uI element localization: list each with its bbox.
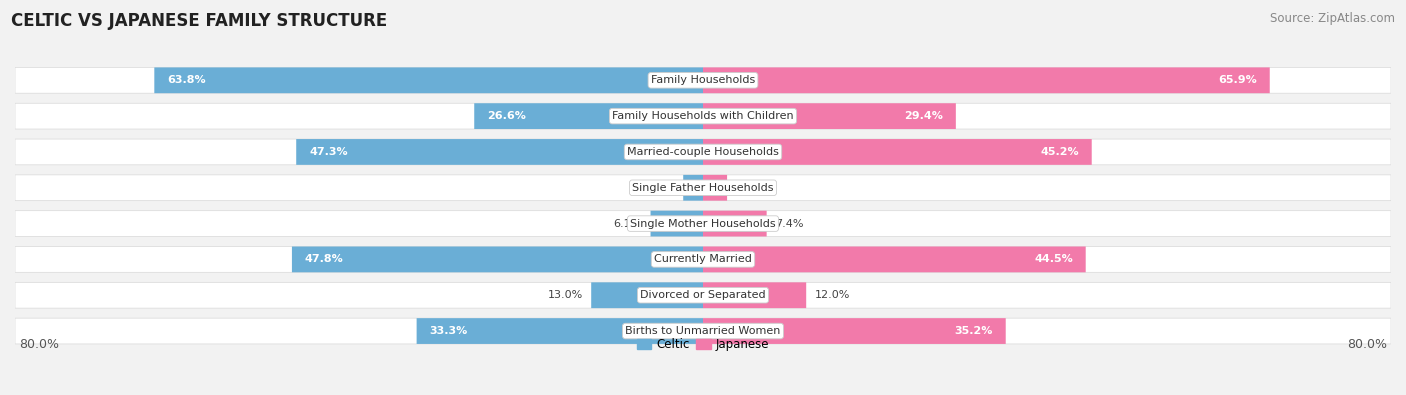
FancyBboxPatch shape bbox=[15, 103, 1391, 129]
Text: Single Mother Households: Single Mother Households bbox=[630, 218, 776, 229]
Text: 47.3%: 47.3% bbox=[309, 147, 347, 157]
Text: 80.0%: 80.0% bbox=[1347, 338, 1386, 351]
Text: Currently Married: Currently Married bbox=[654, 254, 752, 264]
FancyBboxPatch shape bbox=[591, 282, 703, 308]
Text: Divorced or Separated: Divorced or Separated bbox=[640, 290, 766, 300]
FancyBboxPatch shape bbox=[703, 282, 806, 308]
Text: 2.8%: 2.8% bbox=[735, 183, 765, 193]
FancyBboxPatch shape bbox=[703, 246, 1085, 272]
Text: 26.6%: 26.6% bbox=[486, 111, 526, 121]
Text: Births to Unmarried Women: Births to Unmarried Women bbox=[626, 326, 780, 336]
Text: 35.2%: 35.2% bbox=[955, 326, 993, 336]
FancyBboxPatch shape bbox=[15, 175, 1391, 201]
FancyBboxPatch shape bbox=[703, 139, 1091, 165]
Text: Single Father Households: Single Father Households bbox=[633, 183, 773, 193]
FancyBboxPatch shape bbox=[15, 139, 1391, 165]
FancyBboxPatch shape bbox=[703, 68, 1270, 93]
Text: 6.1%: 6.1% bbox=[613, 218, 643, 229]
FancyBboxPatch shape bbox=[15, 318, 1391, 344]
Text: Family Households with Children: Family Households with Children bbox=[612, 111, 794, 121]
Text: Family Households: Family Households bbox=[651, 75, 755, 85]
FancyBboxPatch shape bbox=[15, 282, 1391, 308]
Text: 65.9%: 65.9% bbox=[1218, 75, 1257, 85]
FancyBboxPatch shape bbox=[651, 211, 703, 237]
Text: 80.0%: 80.0% bbox=[20, 338, 59, 351]
Text: 63.8%: 63.8% bbox=[167, 75, 205, 85]
Text: 12.0%: 12.0% bbox=[815, 290, 851, 300]
Text: Married-couple Households: Married-couple Households bbox=[627, 147, 779, 157]
Text: 7.4%: 7.4% bbox=[775, 218, 804, 229]
FancyBboxPatch shape bbox=[703, 103, 956, 129]
Text: CELTIC VS JAPANESE FAMILY STRUCTURE: CELTIC VS JAPANESE FAMILY STRUCTURE bbox=[11, 12, 388, 30]
Text: 44.5%: 44.5% bbox=[1033, 254, 1073, 264]
FancyBboxPatch shape bbox=[15, 68, 1391, 93]
Text: 33.3%: 33.3% bbox=[429, 326, 468, 336]
Legend: Celtic, Japanese: Celtic, Japanese bbox=[633, 334, 773, 356]
Text: 13.0%: 13.0% bbox=[547, 290, 582, 300]
FancyBboxPatch shape bbox=[292, 246, 703, 272]
Text: 45.2%: 45.2% bbox=[1040, 147, 1078, 157]
FancyBboxPatch shape bbox=[683, 175, 703, 201]
Text: 2.3%: 2.3% bbox=[647, 183, 675, 193]
FancyBboxPatch shape bbox=[474, 103, 703, 129]
FancyBboxPatch shape bbox=[703, 318, 1005, 344]
FancyBboxPatch shape bbox=[703, 211, 766, 237]
Text: Source: ZipAtlas.com: Source: ZipAtlas.com bbox=[1270, 12, 1395, 25]
FancyBboxPatch shape bbox=[155, 68, 703, 93]
FancyBboxPatch shape bbox=[15, 211, 1391, 237]
FancyBboxPatch shape bbox=[15, 246, 1391, 272]
FancyBboxPatch shape bbox=[416, 318, 703, 344]
FancyBboxPatch shape bbox=[703, 175, 727, 201]
Text: 29.4%: 29.4% bbox=[904, 111, 943, 121]
FancyBboxPatch shape bbox=[297, 139, 703, 165]
Text: 47.8%: 47.8% bbox=[305, 254, 343, 264]
